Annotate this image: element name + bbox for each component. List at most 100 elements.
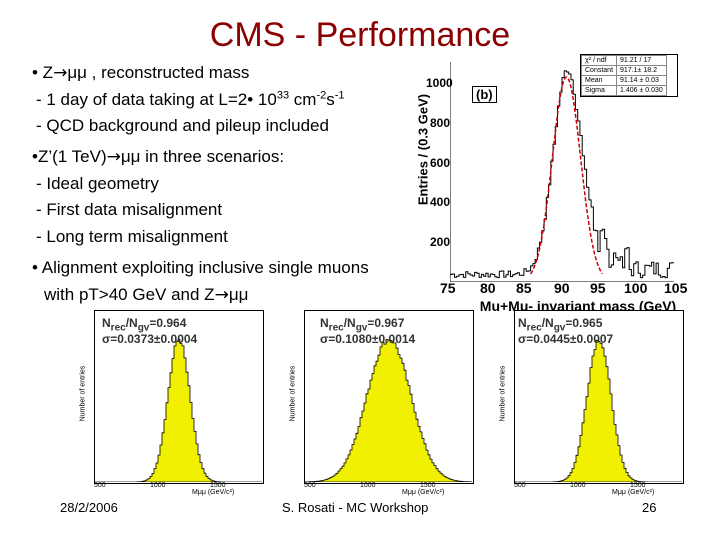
- x-tick: 1000: [570, 482, 586, 489]
- small-histogram-svg: [94, 339, 262, 482]
- histogram-area: [304, 339, 472, 482]
- stats-table: χ² / ndf 91.21 / 17 Constant 917.1± 18.2 M…: [580, 55, 667, 96]
- ratio-text: N: [320, 316, 329, 330]
- ratio-value: =0.967: [367, 316, 405, 330]
- small-plot-frame: Nrec/Ngv=0.964 σ=0.0373±0.0004: [94, 310, 264, 484]
- x-label: Mμμ (GeV/c²): [402, 489, 445, 496]
- ratio-text: /N: [343, 316, 356, 330]
- small-histogram-svg: [304, 339, 472, 482]
- stat-row: Mean 91.14 ± 0.03: [580, 75, 667, 86]
- small-plot-frame: Nrec/Ngv=0.965 σ=0.0445±0.0007: [514, 310, 684, 484]
- arrow-icon: →: [53, 63, 68, 83]
- bullet-text: μμ in three scenarios:: [120, 147, 285, 166]
- small-histogram-fill: [304, 339, 472, 482]
- main-mass-plot: Entries / (0.3 GeV) 1000 800 600 400 200…: [404, 52, 716, 314]
- bullet-ideal: - Ideal geometry: [36, 174, 159, 193]
- exponent: 33: [276, 89, 290, 102]
- gaussian-fit-curve: [529, 76, 603, 275]
- small-plot-frame: Nrec/Ngv=0.967 σ=0.1080±0.0014: [304, 310, 474, 484]
- x-tick: 75: [440, 280, 456, 296]
- arrow-icon: →: [214, 285, 229, 305]
- ratio-sub: gv: [553, 322, 566, 334]
- x-tick: 80: [480, 280, 496, 296]
- bullet-z-mumu: • Z→μμ , reconstructed mass: [32, 63, 249, 83]
- y-tick: 1000: [426, 76, 453, 90]
- sigma-value: σ=0.1080±0.0014: [320, 332, 416, 346]
- stat-row: χ² / ndf 91.21 / 17: [580, 55, 667, 66]
- bullet-text: •Z’(1 TeV): [32, 147, 107, 166]
- x-tick: 500: [514, 482, 526, 489]
- small-plot-1: Number of entries Nrec/Ngv=0.964 σ=0.037…: [72, 310, 264, 496]
- x-tick: 1500: [630, 482, 646, 489]
- stat-value: 917.1± 18.2: [616, 65, 667, 76]
- histogram-outline: [450, 70, 674, 282]
- stat-value: 91.14 ± 0.03: [616, 75, 667, 86]
- histogram-bars: [450, 70, 674, 282]
- efficiency-ratio: Nrec/Ngv=0.965: [518, 316, 602, 333]
- ratio-value: =0.965: [565, 316, 603, 330]
- main-histogram-svg: [450, 62, 674, 282]
- ratio-text: /N: [541, 316, 554, 330]
- bullet-first: - First data misalignment: [36, 200, 223, 219]
- bullet-text: μμ: [228, 285, 249, 304]
- footer-date: 28/2/2006: [60, 500, 118, 515]
- x-tick: 85: [516, 280, 532, 296]
- x-label: Mμμ (GeV/c²): [192, 489, 235, 496]
- bullet-text: with pT>40 GeV and Z: [44, 285, 215, 304]
- stat-value: 1.406 ± 0.030: [616, 85, 667, 96]
- stat-key: χ² / ndf: [580, 55, 618, 66]
- efficiency-ratio: Nrec/Ngv=0.967: [320, 316, 404, 333]
- bullet-qcd: - QCD background and pileup included: [36, 116, 329, 135]
- bullet-longterm: - Long term misalignment: [36, 227, 228, 246]
- plot-label-b: (b): [472, 86, 497, 103]
- stats-box: χ² / ndf 91.21 / 17 Constant 917.1± 18.2 M…: [580, 54, 678, 97]
- x-label: Mμμ (GeV/c²): [612, 489, 655, 496]
- x-tick: 90: [554, 280, 570, 296]
- x-tick: 500: [304, 482, 316, 489]
- small-plot-2: Number of entries Nrec/Ngv=0.967 σ=0.108…: [282, 310, 474, 496]
- bullet-text: μμ , reconstructed mass: [67, 63, 250, 82]
- stat-value: 91.21 / 17: [616, 55, 667, 66]
- small-histogram-svg: [514, 339, 682, 482]
- stat-row: Constant 917.1± 18.2: [580, 65, 667, 76]
- bullet-pt: with pT>40 GeV and Z→μμ: [44, 285, 248, 305]
- y-tick: 200: [430, 235, 451, 249]
- x-tick: 1000: [360, 482, 376, 489]
- ratio-text: N: [518, 316, 527, 330]
- x-tick: 100: [624, 280, 648, 296]
- stat-row: Sigma 1.406 ± 0.030: [580, 85, 667, 96]
- ratio-sub: rec: [110, 322, 126, 334]
- x-tick: 1500: [210, 482, 226, 489]
- x-tick: 105: [664, 280, 688, 296]
- small-y-label: Number of entries: [79, 365, 87, 422]
- small-histogram-fill: [514, 339, 682, 482]
- small-plot-3: Number of entries Nrec/Ngv=0.965 σ=0.044…: [492, 310, 684, 496]
- sigma-value: σ=0.0445±0.0007: [518, 332, 614, 346]
- bullet-luminosity: - 1 day of data taking at L=2• 1033 cm-2…: [36, 90, 345, 110]
- bullet-zprime: •Z’(1 TeV)→μμ in three scenarios:: [32, 147, 284, 167]
- ratio-sub: rec: [328, 322, 344, 334]
- bullet-text: - 1 day of data taking at L=2• 10: [36, 90, 277, 109]
- stat-key: Constant: [580, 65, 618, 76]
- footer-author: S. Rosati - MC Workshop: [282, 500, 429, 515]
- small-histogram-fill: [94, 339, 262, 482]
- footer-page-number: 26: [642, 500, 657, 515]
- stat-key: Sigma: [580, 85, 618, 96]
- histogram-area: [514, 339, 682, 482]
- bullet-text: • Z: [32, 63, 54, 82]
- ratio-text: /N: [125, 316, 138, 330]
- exponent: -2: [316, 89, 327, 102]
- bullet-text: s: [326, 90, 335, 109]
- x-tick: 1000: [150, 482, 166, 489]
- ratio-sub: gv: [355, 322, 368, 334]
- small-y-label: Number of entries: [499, 365, 507, 422]
- exponent: -1: [334, 89, 345, 102]
- ratio-sub: gv: [137, 322, 150, 334]
- slide-title: CMS - Performance: [209, 16, 511, 54]
- stat-key: Mean: [580, 75, 618, 86]
- y-tick: 600: [430, 156, 451, 170]
- bullet-alignment: • Alignment exploiting inclusive single …: [32, 258, 369, 277]
- bullet-text: cm: [289, 90, 317, 109]
- ratio-value: =0.964: [149, 316, 187, 330]
- efficiency-ratio: Nrec/Ngv=0.964: [102, 316, 186, 333]
